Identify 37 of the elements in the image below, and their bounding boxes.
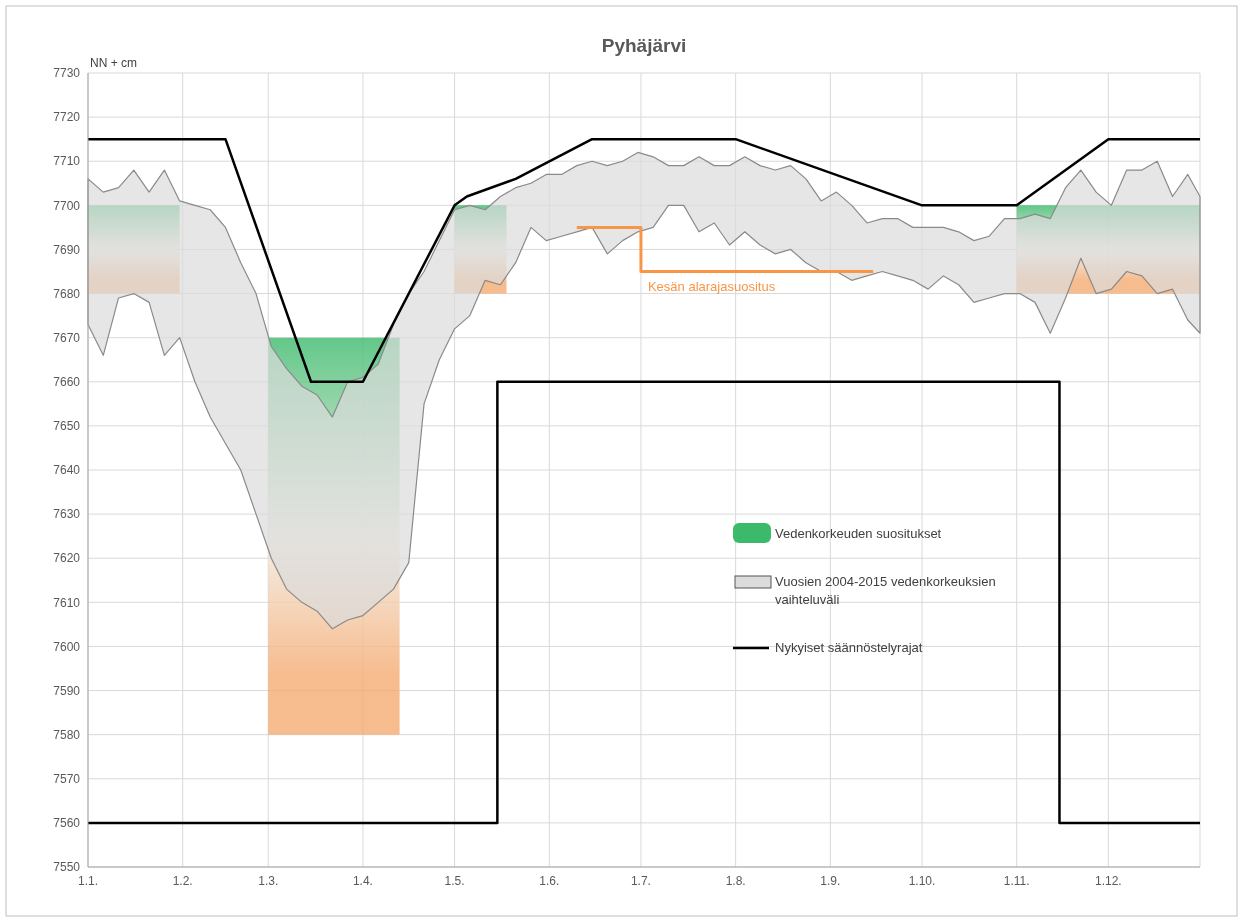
y-tick-label: 7680 — [53, 286, 81, 301]
y-tick-label: 7630 — [53, 507, 81, 522]
x-tick-label: 1.5. — [444, 874, 465, 888]
y-tick-label: 7720 — [53, 110, 81, 125]
x-tick-label: 1.3. — [258, 874, 279, 888]
y-tick-label: 7620 — [53, 551, 81, 566]
y-tick-label: 7660 — [53, 374, 81, 389]
y-tick-label: 7690 — [53, 242, 81, 257]
y-tick-label: 7730 — [53, 66, 81, 81]
series-label: Kesän alarajasuositus — [647, 278, 776, 294]
y-tick-label: 7700 — [53, 198, 81, 213]
y-tick-label: 7580 — [53, 727, 81, 742]
y-tick-label: 7610 — [53, 595, 81, 610]
y-axis-title: NN + cm — [90, 56, 138, 70]
x-tick-label: 1.7. — [630, 874, 651, 888]
legend-label: Nykyiset säännöstelyrajat — [775, 640, 923, 655]
y-tick-label: 7570 — [53, 771, 81, 786]
y-tick-label: 7550 — [53, 860, 81, 875]
y-tick-label: 7670 — [53, 330, 81, 345]
x-tick-label: 1.6. — [539, 874, 560, 888]
x-tick-label: 1.4. — [352, 874, 373, 888]
chart-title: Pyhäjärvi — [601, 35, 687, 56]
x-tick-label: 1.11. — [1003, 874, 1030, 888]
x-tick-label: 1.12. — [1095, 874, 1122, 888]
y-tick-label: 7560 — [53, 816, 81, 831]
y-tick-label: 7600 — [53, 639, 81, 654]
x-tick-label: 1.10. — [908, 874, 936, 888]
x-tick-label: 1.8. — [725, 874, 746, 888]
x-tick-label: 1.2. — [172, 874, 193, 888]
x-tick-label: 1.1. — [77, 874, 99, 888]
legend-label: Vuosien 2004-2015 vedenkorkeuksien vaihteluväli — [775, 574, 996, 607]
y-tick-label: 7590 — [53, 683, 81, 698]
y-tick-label: 7710 — [53, 154, 81, 169]
y-tick-label: 7650 — [53, 419, 81, 434]
legend-label: Vedenkorkeuden suositukset — [775, 526, 942, 541]
y-tick-label: 7640 — [53, 463, 81, 478]
x-tick-label: 1.9. — [820, 874, 841, 888]
